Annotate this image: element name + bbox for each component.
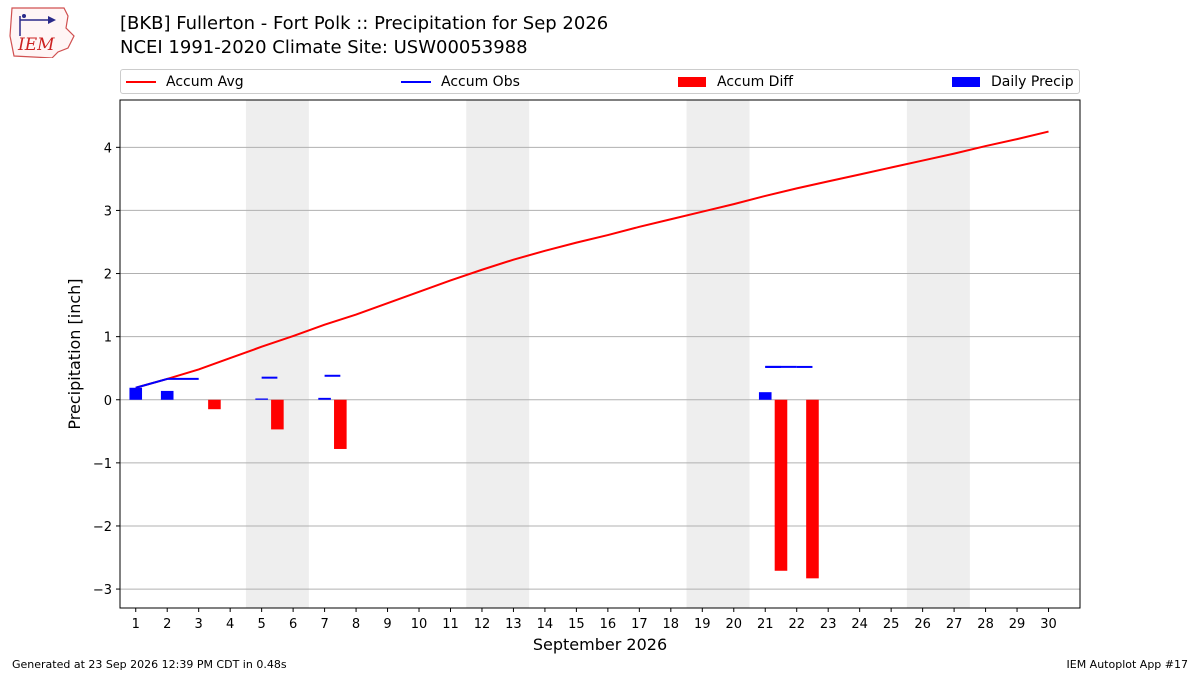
legend-item-accum-obs: Accum Obs	[401, 73, 520, 91]
daily-precip-bar	[318, 397, 331, 400]
legend-item-daily-precip: Daily Precip	[952, 73, 1074, 91]
x-tick-label: 29	[1009, 617, 1026, 632]
accum-avg-line	[135, 130, 1049, 389]
accum-diff-bar	[806, 399, 819, 579]
weekend-band-1	[466, 100, 530, 608]
legend-swatch-accum-obs	[401, 81, 431, 83]
legend-item-accum-avg: Accum Avg	[126, 73, 244, 91]
weekend-band-3	[906, 100, 970, 608]
y-tick-label: 3	[104, 204, 112, 219]
daily-precip-bar	[758, 392, 772, 400]
iem-logo: IEM	[8, 6, 80, 59]
daily-precip-bar	[129, 387, 143, 400]
y-axis-label: Precipitation [inch]	[65, 278, 84, 429]
y-tick-label: −1	[93, 457, 112, 472]
x-tick-label: 25	[883, 617, 900, 632]
x-tick-label: 18	[663, 617, 680, 632]
legend-swatch-accum-avg	[126, 81, 156, 83]
x-tick-label: 4	[226, 617, 234, 632]
x-tick-label: 7	[320, 617, 328, 632]
line-layer	[135, 130, 1049, 389]
bar-layer	[129, 387, 819, 579]
x-tick-label: 1	[132, 617, 140, 632]
x-tick-label: 24	[851, 617, 868, 632]
x-tick-label: 6	[289, 617, 297, 632]
legend-label-accum-obs: Accum Obs	[441, 74, 520, 90]
x-tick-label: 30	[1040, 617, 1057, 632]
x-tick-label: 8	[352, 617, 360, 632]
footer-generated: Generated at 23 Sep 2026 12:39 PM CDT in…	[12, 658, 287, 671]
x-tick-label: 12	[474, 617, 491, 632]
accum-diff-bar	[208, 399, 221, 410]
legend-swatch-accum-diff	[678, 77, 706, 87]
x-tick-label: 27	[946, 617, 963, 632]
chart-subtitle: NCEI 1991-2020 Climate Site: USW00053988	[120, 37, 528, 58]
y-tick-label: −2	[93, 520, 112, 535]
legend-item-accum-diff: Accum Diff	[678, 73, 793, 91]
legend-label-daily-precip: Daily Precip	[991, 74, 1074, 90]
plot-frame	[119, 99, 1081, 609]
x-tick-label: 9	[383, 617, 391, 632]
svg-text:IEM: IEM	[17, 35, 55, 55]
weekend-band-0	[245, 100, 309, 608]
x-tick-label: 5	[257, 617, 265, 632]
x-tick-label: 15	[568, 617, 585, 632]
legend-label-accum-avg: Accum Avg	[166, 74, 244, 90]
legend-label-accum-diff: Accum Diff	[717, 74, 794, 90]
x-tick-label: 11	[442, 617, 459, 632]
y-tick-label: −3	[93, 583, 112, 598]
y-tick-label: 4	[104, 141, 112, 156]
weekend-shading	[245, 100, 970, 608]
y-tick-label: 0	[104, 394, 112, 409]
x-tick-label: 14	[537, 617, 554, 632]
accum-diff-bar	[774, 399, 788, 571]
weekend-band-2	[686, 100, 750, 608]
x-tick-label: 26	[914, 617, 931, 632]
x-tick-label: 16	[600, 617, 617, 632]
y-tick-label: 2	[104, 268, 112, 283]
x-tick-label: 28	[977, 617, 994, 632]
x-tick-label: 10	[411, 617, 428, 632]
x-tick-label: 3	[195, 617, 203, 632]
footer-app-id: IEM Autoplot App #17	[1066, 658, 1189, 671]
legend-swatch-daily-precip	[952, 77, 980, 87]
iem-logo-graphic: IEM	[9, 7, 75, 59]
x-tick-label: 19	[694, 617, 711, 632]
chart-title: [BKB] Fullerton - Fort Polk :: Precipita…	[120, 13, 609, 34]
x-tick-label: 13	[505, 617, 522, 632]
accum-diff-bar	[271, 399, 284, 430]
x-tick-label: 2	[163, 617, 171, 632]
accum-diff-bar	[334, 399, 347, 449]
x-tick-label: 17	[631, 617, 648, 632]
x-axis-label: September 2026	[533, 635, 667, 654]
x-tick-label: 22	[788, 617, 805, 632]
accum-obs-segment	[135, 377, 168, 389]
y-tick-label: 1	[104, 331, 112, 346]
x-tick-label: 23	[820, 617, 837, 632]
x-tick-label: 20	[725, 617, 742, 632]
daily-precip-bar	[255, 398, 268, 400]
chart-legend: Accum Avg Accum Obs Accum Diff Daily Pre…	[120, 69, 1080, 94]
x-tick-label: 21	[757, 617, 774, 632]
daily-precip-bar	[160, 390, 174, 400]
